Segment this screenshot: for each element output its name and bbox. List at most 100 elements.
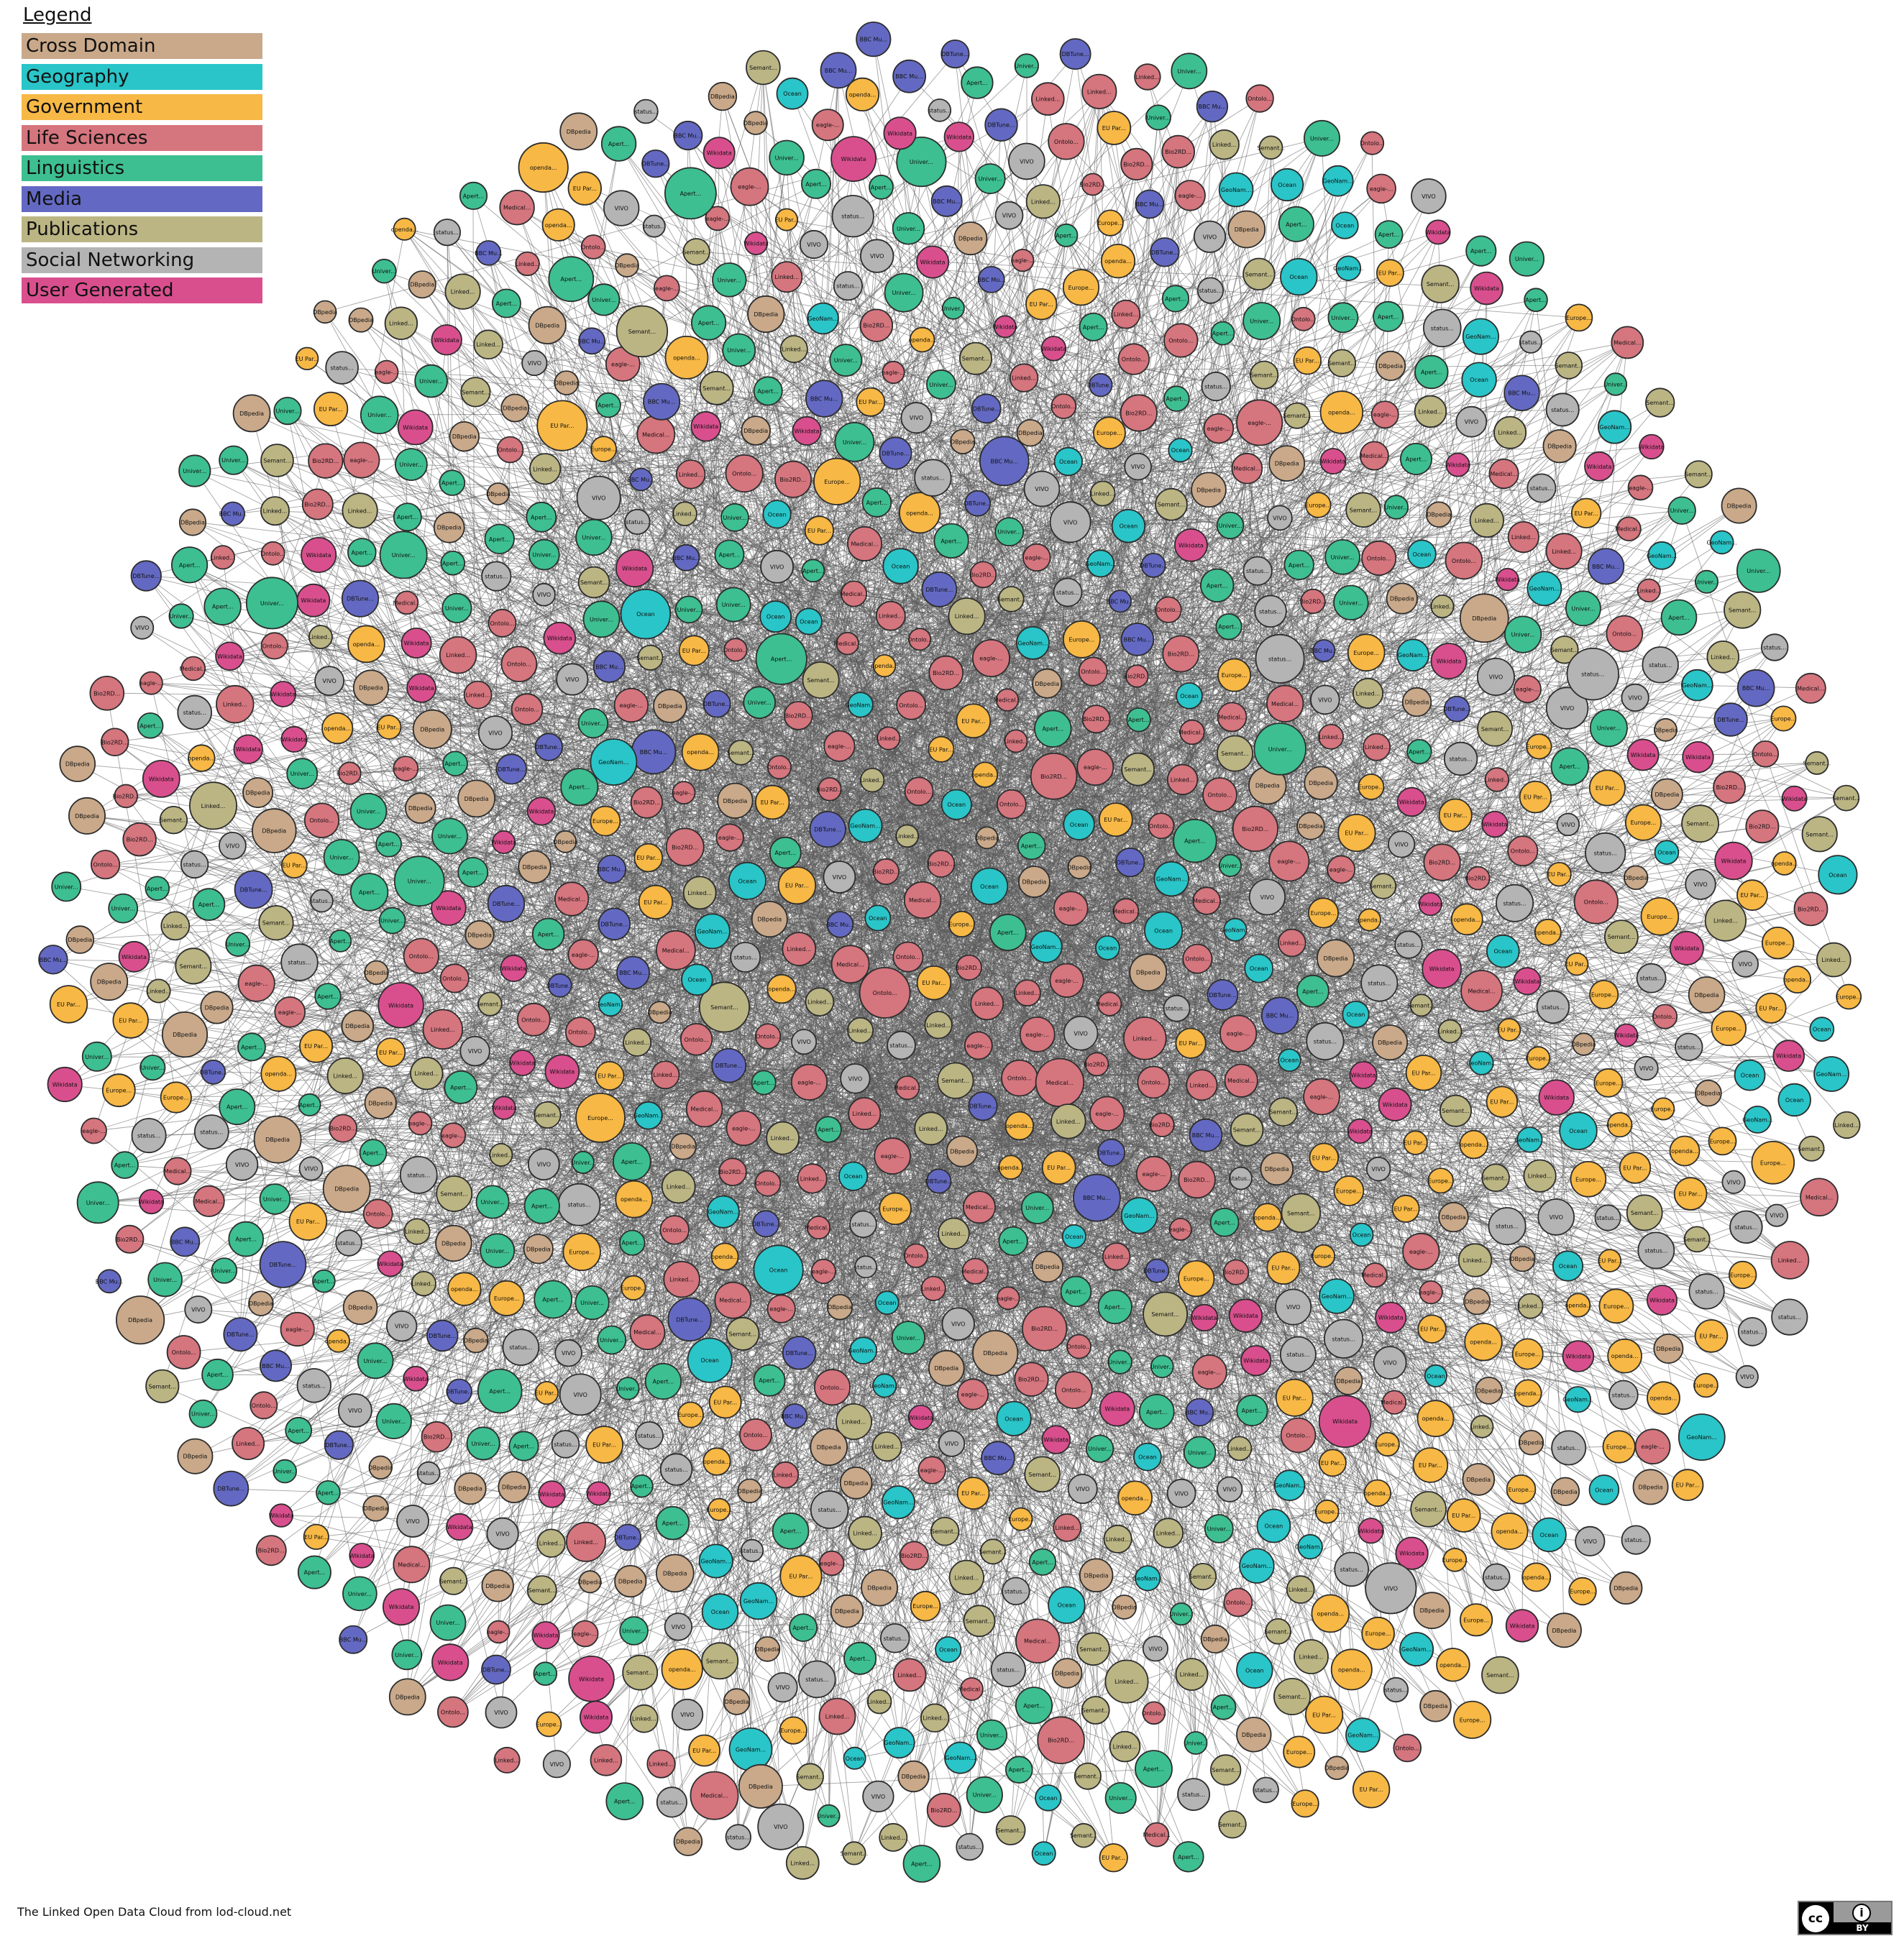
dataset-node[interactable]: Medical... [1800, 1178, 1839, 1217]
dataset-node[interactable]: VIVO [527, 1148, 560, 1180]
node-circle[interactable] [245, 577, 298, 630]
dataset-node[interactable]: DBTune... [1087, 372, 1115, 398]
node-circle[interactable] [1484, 767, 1509, 792]
dataset-node[interactable]: DBpedia [1550, 1477, 1580, 1506]
dataset-node[interactable]: DBpedia [232, 394, 271, 433]
node-circle[interactable] [938, 1430, 966, 1457]
dataset-node[interactable]: Univer... [891, 1321, 926, 1355]
dataset-node[interactable]: Medical... [1224, 1063, 1258, 1098]
node-circle[interactable] [534, 1381, 559, 1405]
dataset-node[interactable]: Wikidata [1538, 1079, 1575, 1116]
node-circle[interactable] [1202, 777, 1237, 812]
node-circle[interactable] [818, 777, 842, 802]
dataset-node[interactable]: DBpedia [523, 1234, 554, 1265]
dataset-node[interactable]: EU Par... [296, 347, 319, 371]
dataset-node[interactable]: eagle-... [1419, 1280, 1443, 1305]
node-circle[interactable] [943, 121, 974, 152]
node-circle[interactable] [406, 673, 436, 703]
node-circle[interactable] [892, 941, 924, 973]
dataset-node[interactable]: BBC Mu... [616, 955, 650, 990]
dataset-node[interactable]: status... [1519, 330, 1542, 354]
dataset-node[interactable]: Europe... [813, 457, 861, 505]
dataset-node[interactable]: Apert... [869, 174, 894, 200]
dataset-node[interactable]: Linked... [848, 1515, 882, 1551]
dataset-node[interactable]: Europe... [1308, 897, 1340, 929]
dataset-node[interactable]: openda... [681, 733, 720, 771]
dataset-node[interactable]: Ontolo... [739, 1418, 772, 1451]
dataset-node[interactable]: eagle-... [237, 964, 275, 1002]
dataset-node[interactable]: Bio2RD... [1149, 1112, 1176, 1137]
node-circle[interactable] [1109, 1730, 1141, 1763]
node-circle[interactable] [774, 460, 813, 498]
node-circle[interactable] [909, 326, 935, 353]
node-circle[interactable] [989, 914, 1027, 951]
node-circle[interactable] [175, 947, 212, 985]
node-circle[interactable] [308, 443, 344, 479]
node-circle[interactable] [667, 1297, 712, 1342]
dataset-node[interactable]: VIVO [576, 475, 621, 520]
dataset-node[interactable]: Bio2RD... [665, 827, 705, 867]
dataset-node[interactable]: Apert... [171, 546, 209, 584]
dataset-node[interactable]: Wikidata [1349, 1061, 1378, 1090]
dataset-node[interactable]: GeoNam... [869, 1373, 900, 1398]
node-circle[interactable] [577, 566, 610, 599]
dataset-node[interactable]: Semant... [636, 644, 664, 671]
dataset-node[interactable]: EU Par... [928, 735, 955, 763]
node-circle[interactable] [655, 1554, 695, 1593]
dataset-node[interactable]: GeoNam... [1514, 1126, 1545, 1153]
dataset-node[interactable]: Ontolo... [580, 234, 606, 260]
node-circle[interactable] [571, 1620, 599, 1648]
node-circle[interactable] [1153, 861, 1189, 897]
node-circle[interactable] [1217, 735, 1254, 772]
dataset-node[interactable]: status... [1242, 556, 1273, 586]
dataset-node[interactable]: GeoNam... [1322, 165, 1354, 197]
dataset-node[interactable]: eagle-... [1011, 249, 1035, 272]
node-circle[interactable] [211, 1257, 238, 1284]
node-circle[interactable] [421, 1421, 453, 1453]
dataset-node[interactable]: DBTune... [534, 733, 563, 761]
node-circle[interactable] [917, 1456, 946, 1485]
node-circle[interactable] [1093, 416, 1126, 450]
dataset-node[interactable]: DBpedia [1372, 1024, 1409, 1061]
dataset-node[interactable]: Europe... [1361, 1616, 1395, 1651]
node-circle[interactable] [554, 1339, 582, 1367]
dataset-node[interactable]: Apert... [1079, 312, 1108, 341]
node-circle[interactable] [751, 1070, 777, 1096]
node-circle[interactable] [686, 1090, 723, 1128]
node-circle[interactable] [1089, 1096, 1125, 1132]
dataset-node[interactable]: Apert... [801, 559, 825, 583]
dataset-node[interactable]: DBpedia [928, 1349, 965, 1387]
dataset-node[interactable]: VIVO [1267, 505, 1293, 531]
dataset-node[interactable]: Linked... [493, 1746, 521, 1773]
node-circle[interactable] [1286, 1575, 1315, 1604]
node-circle[interactable] [1681, 804, 1720, 843]
node-circle[interactable] [630, 1474, 654, 1498]
node-circle[interactable] [1142, 1635, 1169, 1662]
node-circle[interactable] [848, 1097, 882, 1131]
node-circle[interactable] [1025, 288, 1058, 321]
dataset-node[interactable]: Ontolo... [1148, 812, 1175, 840]
dataset-node[interactable]: Univer... [571, 1151, 595, 1175]
dataset-node[interactable]: Linked... [515, 251, 540, 277]
dataset-node[interactable]: Ocean [776, 77, 809, 110]
node-circle[interactable] [1588, 769, 1626, 807]
node-circle[interactable] [1248, 878, 1286, 916]
dataset-node[interactable]: VIVO [1735, 1364, 1759, 1389]
dataset-node[interactable]: Bio2RD... [301, 488, 334, 520]
dataset-node[interactable]: Linked... [1469, 503, 1504, 538]
dataset-node[interactable]: openda... [1607, 1338, 1642, 1374]
dataset-node[interactable]: Wikidata [1646, 1285, 1678, 1316]
dataset-node[interactable]: Univer... [1304, 119, 1341, 157]
dataset-node[interactable]: Apert... [1097, 1289, 1132, 1325]
dataset-node[interactable]: openda... [1521, 1562, 1552, 1592]
dataset-node[interactable]: EU Par... [536, 400, 588, 451]
dataset-node[interactable]: Univer... [597, 1325, 627, 1355]
dataset-node[interactable]: DBpedia [1227, 210, 1266, 249]
node-circle[interactable] [1150, 1112, 1175, 1137]
dataset-node[interactable]: Ocean [1061, 1224, 1086, 1249]
dataset-node[interactable]: Apert... [560, 768, 599, 807]
node-circle[interactable] [843, 1641, 877, 1675]
dataset-node[interactable]: Europe... [1640, 897, 1680, 936]
dataset-node[interactable]: Univer... [1327, 302, 1359, 334]
dataset-node[interactable]: Bio2RD... [1745, 809, 1780, 844]
